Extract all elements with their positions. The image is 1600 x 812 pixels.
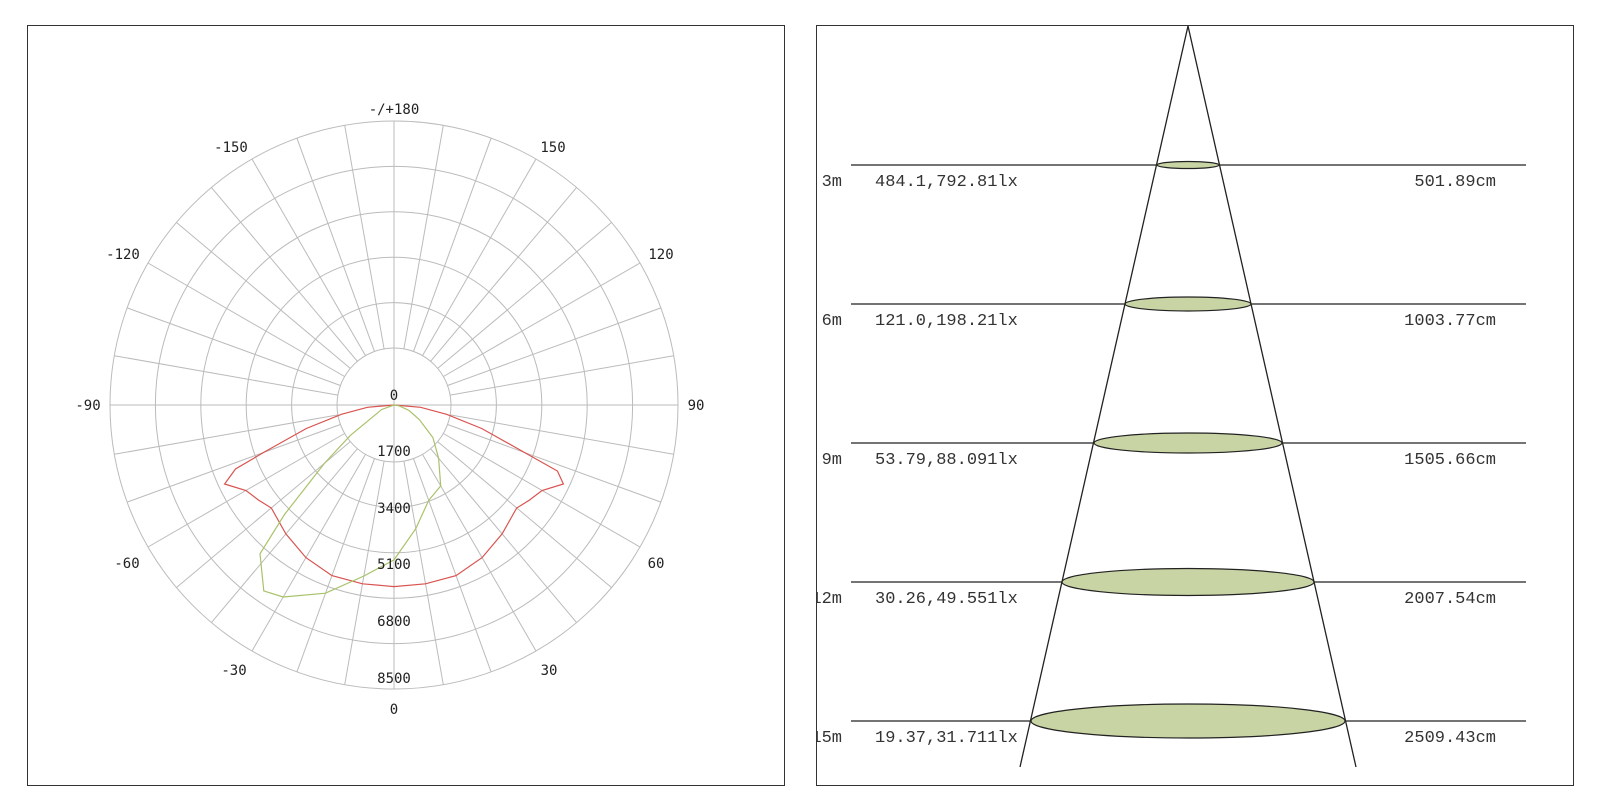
illuminance-label: 484.1,792.81lx <box>875 173 1018 192</box>
grid-spoke <box>403 125 444 349</box>
grid-spoke <box>147 262 345 377</box>
polar-labels: -/+180 -150 150 -120 120 -90 90 -60 60 -30 30 0 0 170… <box>75 102 704 718</box>
grid-spoke <box>450 355 674 396</box>
illuminance-label: 121.0,198.21lx <box>875 312 1018 331</box>
cone-diagram-panel: 3m 484.1,792.81lx 501.89cm 6m 121.0,198.21lx… <box>816 25 1574 786</box>
cone-diagram: 3m 484.1,792.81lx 501.89cm 6m 121.0,198.21lx… <box>817 26 1526 768</box>
cone-shapes <box>851 26 1526 768</box>
grid-spoke <box>126 424 341 503</box>
distance-label: 12m <box>817 590 842 609</box>
grid-spoke <box>430 448 577 623</box>
distance-label: 6m <box>822 312 842 331</box>
beam-ellipse <box>1030 703 1346 739</box>
illuminance-label: 30.26,49.551lx <box>875 590 1018 609</box>
angle-label: -150 <box>214 140 248 156</box>
distance-label: 3m <box>822 173 842 192</box>
radial-tick-label: 5100 <box>377 557 411 573</box>
radial-tick-label: 3400 <box>377 501 411 517</box>
grid-spoke <box>176 222 351 369</box>
grid-spoke <box>447 424 662 503</box>
angle-label: -30 <box>221 663 246 679</box>
illuminance-label: 19.37,31.711lx <box>875 729 1018 748</box>
radial-tick-label: 1700 <box>377 444 411 460</box>
grid-spoke <box>437 222 612 369</box>
grid-spoke <box>447 307 662 386</box>
angle-label: -120 <box>106 247 140 263</box>
cone-left-edge <box>1019 26 1189 768</box>
polar-diagram-panel: -/+180 -150 150 -120 120 -90 90 -60 60 -30 30 0 0 170… <box>27 25 785 786</box>
grid-spoke <box>211 187 358 362</box>
grid-spoke <box>422 158 537 356</box>
polar-diagram: -/+180 -150 150 -120 120 -90 90 -60 60 -30 30 0 0 170… <box>75 102 704 718</box>
radial-tick-label: 6800 <box>377 614 411 630</box>
grid-spoke <box>344 125 385 349</box>
grid-spoke <box>126 307 341 386</box>
distance-label: 9m <box>822 451 842 470</box>
grid-spoke <box>422 454 537 652</box>
grid-spoke <box>211 448 358 623</box>
angle-label: 120 <box>648 247 673 263</box>
diameter-label: 2509.43cm <box>1404 729 1496 748</box>
diameter-label: 1505.66cm <box>1404 451 1496 470</box>
grid-spoke <box>114 414 338 455</box>
diameter-label: 1003.77cm <box>1404 312 1496 331</box>
grid-spoke <box>296 137 375 352</box>
diameter-label: 501.89cm <box>1414 173 1496 192</box>
illuminance-label: 53.79,88.091lx <box>875 451 1018 470</box>
angle-label: 90 <box>688 398 705 414</box>
grid-spoke <box>251 454 366 652</box>
angle-label: 30 <box>541 663 558 679</box>
grid-spoke <box>403 461 444 685</box>
grid-spoke <box>413 137 492 352</box>
grid-spoke <box>413 458 492 673</box>
diameter-label: 2007.54cm <box>1404 590 1496 609</box>
radial-tick-label: 8500 <box>377 671 411 687</box>
grid-spoke <box>443 262 641 377</box>
grid-spoke <box>344 461 385 685</box>
beam-ellipse <box>1156 160 1220 170</box>
cone-texts: 3m 484.1,792.81lx 501.89cm 6m 121.0,198.21lx… <box>817 173 1496 748</box>
beam-ellipse <box>1093 432 1283 454</box>
polar-grid <box>109 120 679 690</box>
polar-curve-series-2 <box>259 404 442 598</box>
cone-right-edge <box>1187 26 1357 768</box>
grid-spoke <box>430 187 577 362</box>
beam-ellipse <box>1061 567 1315 597</box>
angle-label: -/+180 <box>369 102 420 118</box>
beam-ellipse <box>1124 296 1252 312</box>
grid-spoke <box>296 458 375 673</box>
radial-tick-label: 0 <box>390 388 398 404</box>
distance-label: 15m <box>817 729 842 748</box>
grid-spoke <box>176 441 351 588</box>
grid-spoke <box>251 158 366 356</box>
angle-label: -90 <box>75 398 100 414</box>
angle-label: 150 <box>540 140 565 156</box>
polar-curves <box>223 404 565 598</box>
angle-label: -60 <box>114 556 139 572</box>
grid-spoke <box>114 355 338 396</box>
grid-spoke <box>450 414 674 455</box>
angle-label: 60 <box>648 556 665 572</box>
angle-label: 0 <box>390 702 398 718</box>
grid-spoke <box>437 441 612 588</box>
polar-curve-series-1 <box>223 404 565 588</box>
